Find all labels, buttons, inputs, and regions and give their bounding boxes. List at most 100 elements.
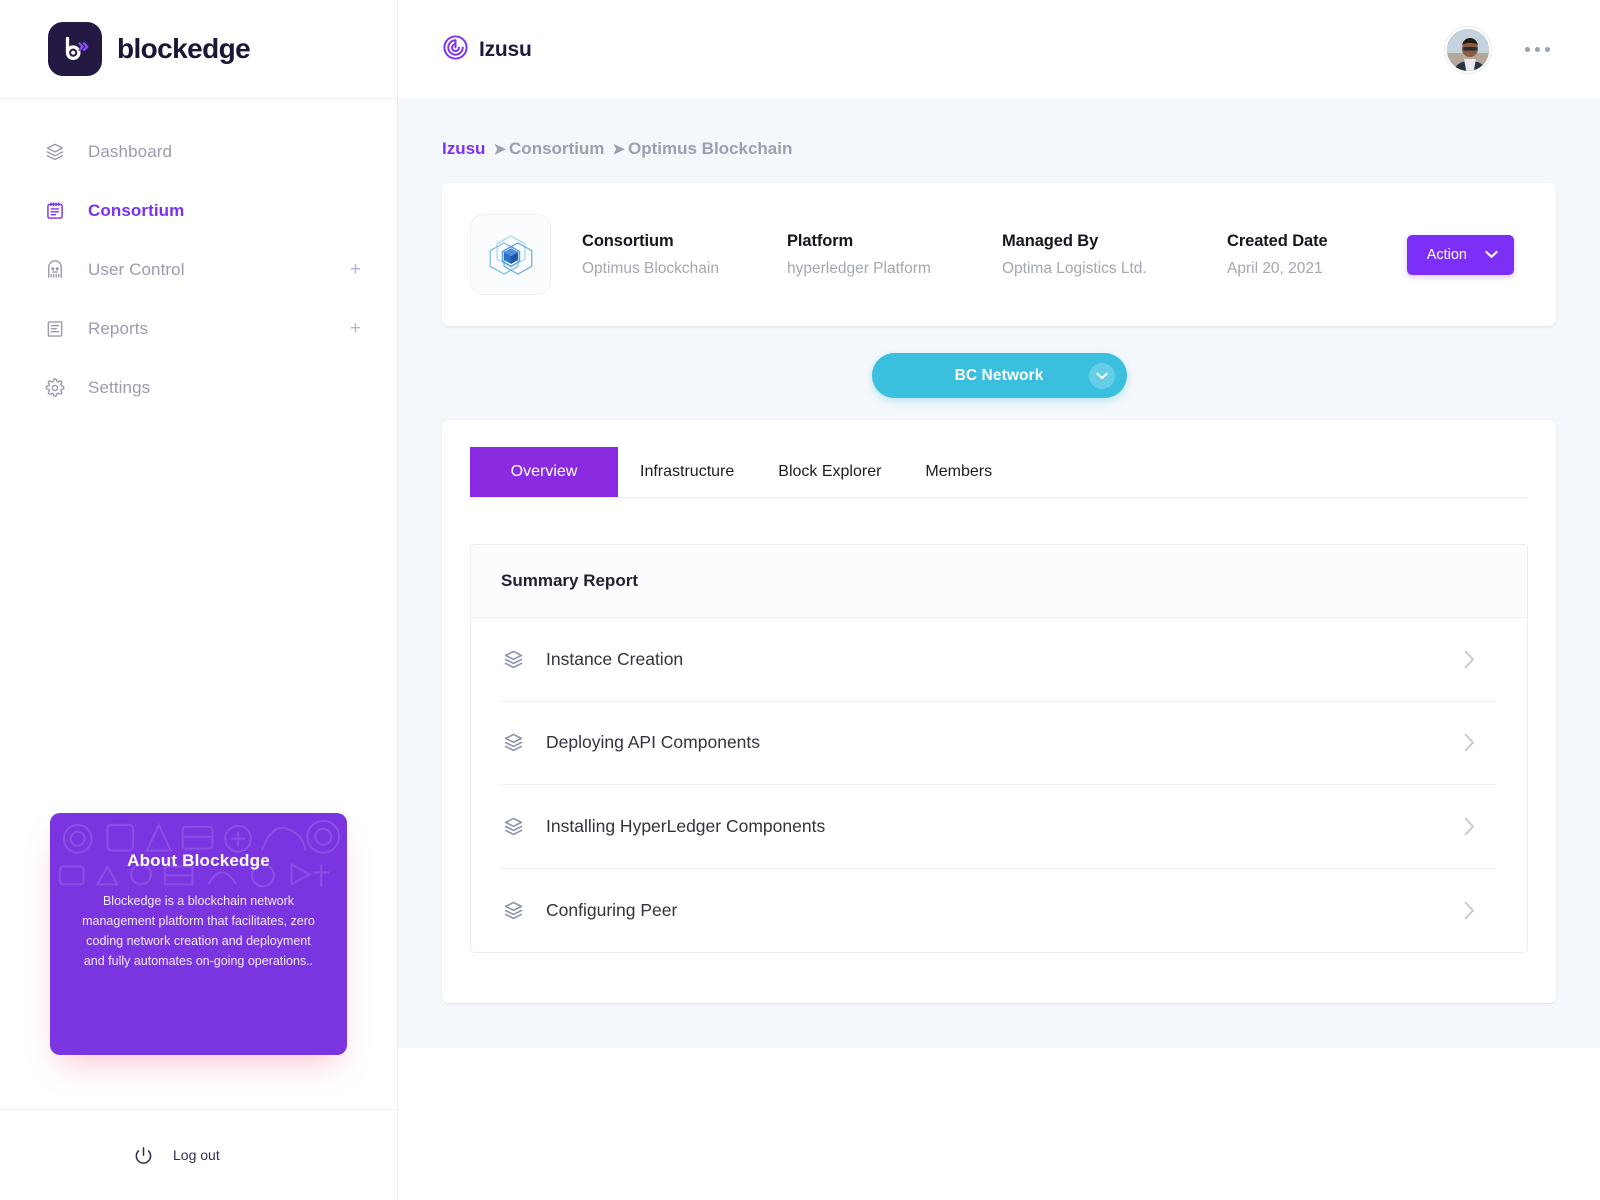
consortium-info-card: Consortium Optimus Blockchain Platform h… — [442, 183, 1556, 326]
expand-plus-icon[interactable]: + — [349, 318, 361, 339]
row-label: Configuring Peer — [546, 899, 678, 920]
chevron-right-icon[interactable] — [1464, 650, 1497, 669]
avatar[interactable] — [1445, 26, 1491, 73]
layers-icon — [501, 649, 525, 670]
sidebar: blockedge Dashboard — [0, 0, 398, 1200]
tab-bar: Overview Infrastructure Block Explorer M… — [470, 420, 1528, 498]
chevron-right-icon[interactable] — [1464, 901, 1497, 920]
tab-members[interactable]: Members — [903, 447, 1014, 497]
tab-label: Overview — [510, 463, 578, 480]
kebab-menu-icon[interactable] — [1519, 41, 1556, 58]
brand-name: blockedge — [117, 33, 251, 64]
target-spiral-icon — [442, 34, 469, 66]
chevron-right-icon[interactable] — [1464, 733, 1497, 752]
field-platform: Platform hyperledger Platform — [787, 232, 1002, 278]
sidebar-item-reports[interactable]: Reports + — [0, 299, 397, 358]
sidebar-item-label: User Control — [88, 259, 185, 279]
sidebar-item-user-control[interactable]: User Control + — [0, 240, 397, 299]
breadcrumb-item-optimus-blockchain[interactable]: Optimus Blockchain — [628, 139, 793, 158]
blockedge-mark-icon — [48, 22, 102, 76]
action-button[interactable]: Action — [1406, 234, 1514, 275]
document-icon — [44, 318, 66, 340]
sidebar-nav: Dashboard Consortium — [0, 99, 397, 417]
sidebar-item-consortium[interactable]: Consortium — [0, 181, 397, 240]
table-row[interactable]: Installing HyperLedger Components — [501, 785, 1497, 869]
main-area: Izusu — [398, 0, 1600, 1200]
tab-infrastructure[interactable]: Infrastructure — [618, 447, 756, 497]
topbar: Izusu — [398, 0, 1600, 99]
sidebar-item-dashboard[interactable]: Dashboard — [0, 122, 397, 181]
field-managed-by: Managed By Optima Logistics Ltd. — [1002, 232, 1227, 278]
tab-label: Infrastructure — [640, 463, 735, 480]
summary-report-box: Summary Report Instance Creation — [470, 544, 1528, 953]
about-card-wrapper: About Blockedge Blockedge is a blockchai… — [0, 813, 397, 1055]
info-fields: Consortium Optimus Blockchain Platform h… — [582, 232, 1407, 278]
field-label: Managed By — [1002, 231, 1099, 250]
about-body: Blockedge is a blockchain network manage… — [82, 894, 315, 968]
tenant-brand[interactable]: Izusu — [442, 34, 532, 66]
about-title: About Blockedge — [127, 851, 270, 870]
row-label: Instance Creation — [546, 648, 684, 669]
layers-icon — [501, 732, 525, 753]
breadcrumb-separator-icon: ➤ — [493, 141, 507, 158]
field-label: Platform — [787, 231, 854, 250]
table-row[interactable]: Instance Creation — [501, 618, 1497, 702]
summary-report-title: Summary Report — [471, 545, 1527, 618]
tab-overview[interactable]: Overview — [470, 447, 618, 497]
tab-label: Members — [925, 463, 993, 480]
bc-network-label: BC Network — [954, 366, 1044, 384]
user-badge-icon — [44, 259, 66, 281]
logout-button[interactable]: Log out — [0, 1110, 397, 1200]
chevron-down-icon — [1485, 247, 1498, 263]
layers-icon — [501, 816, 525, 837]
sidebar-item-label: Reports — [88, 318, 149, 338]
field-value: Optimus Blockchain — [582, 259, 719, 277]
action-button-label: Action — [1426, 246, 1467, 263]
chevron-down-icon[interactable] — [1088, 362, 1115, 389]
summary-report-list: Instance Creation Deploying API Componen… — [471, 618, 1527, 952]
brand-logo[interactable]: blockedge — [0, 0, 397, 99]
sidebar-item-label: Settings — [88, 377, 151, 397]
field-value: April 20, 2021 — [1227, 259, 1323, 277]
field-label: Consortium — [582, 231, 674, 250]
table-row[interactable]: Configuring Peer — [501, 869, 1497, 953]
field-value: hyperledger Platform — [787, 259, 931, 277]
layers-icon — [44, 141, 66, 163]
sidebar-item-label: Consortium — [88, 200, 185, 220]
breadcrumb: Izusu ➤ Consortium ➤ Optimus Blockchain — [442, 99, 1556, 183]
panel-bottom-padding — [442, 953, 1556, 1003]
network-selector-row: BC Network — [442, 326, 1556, 420]
topbar-right — [1445, 26, 1556, 73]
breadcrumb-item-consortium[interactable]: Consortium — [509, 139, 605, 158]
page-content: Izusu ➤ Consortium ➤ Optimus Blockchain — [398, 99, 1600, 1200]
chevron-right-icon[interactable] — [1464, 817, 1497, 836]
field-consortium: Consortium Optimus Blockchain — [582, 232, 787, 278]
field-created-date: Created Date April 20, 2021 — [1227, 232, 1397, 278]
breadcrumb-separator-icon: ➤ — [612, 141, 625, 158]
power-icon — [134, 1146, 153, 1165]
tab-block-explorer[interactable]: Block Explorer — [756, 447, 903, 497]
content-bottom-fill — [398, 1048, 1600, 1200]
tenant-name: Izusu — [479, 37, 532, 61]
field-label: Created Date — [1227, 231, 1328, 250]
about-blockedge-card: About Blockedge Blockedge is a blockchai… — [50, 813, 347, 1055]
sidebar-item-label: Dashboard — [88, 141, 173, 161]
field-value: Optima Logistics Ltd. — [1002, 259, 1147, 277]
hexagon-cube-icon — [470, 214, 551, 295]
table-row[interactable]: Deploying API Components — [501, 702, 1497, 785]
layers-icon — [501, 900, 525, 921]
expand-plus-icon[interactable]: + — [349, 259, 361, 280]
sidebar-divider — [0, 1109, 397, 1110]
logout-label: Log out — [173, 1147, 220, 1163]
row-label: Deploying API Components — [546, 732, 761, 753]
gear-icon — [44, 377, 66, 399]
breadcrumb-item-izusu[interactable]: Izusu — [442, 139, 486, 158]
about-spacer — [72, 971, 325, 1015]
row-label: Installing HyperLedger Components — [546, 815, 826, 836]
bc-network-selector[interactable]: BC Network — [871, 353, 1127, 398]
sidebar-item-settings[interactable]: Settings — [0, 358, 397, 417]
overview-panel: Overview Infrastructure Block Explorer M… — [442, 420, 1556, 1003]
tab-label: Block Explorer — [778, 463, 882, 480]
clipboard-icon — [44, 200, 66, 222]
